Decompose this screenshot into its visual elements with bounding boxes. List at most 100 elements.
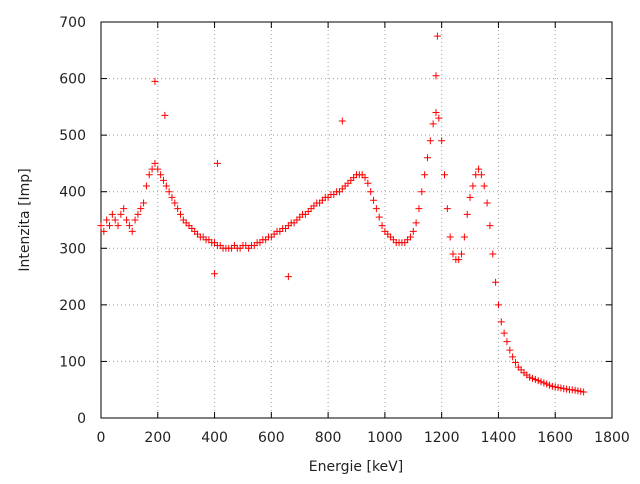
data-point xyxy=(418,188,426,196)
axis-ticks: 0 200 400 600 800 1000 1200 1400 1600 1800 0 100 200… xyxy=(59,15,630,446)
data-point xyxy=(449,250,457,258)
data-point xyxy=(469,182,477,190)
data-point xyxy=(165,188,173,196)
data-point xyxy=(117,210,125,218)
data-point xyxy=(432,72,440,80)
data-point xyxy=(128,227,136,235)
data-point xyxy=(120,205,128,213)
y-tick-label: 100 xyxy=(59,354,86,370)
data-point xyxy=(551,383,559,391)
data-point xyxy=(548,382,556,390)
data-point xyxy=(125,222,133,230)
data-point xyxy=(361,174,369,182)
data-point xyxy=(486,222,494,230)
data-point xyxy=(174,205,182,213)
x-tick-label: 800 xyxy=(315,430,342,446)
data-point xyxy=(142,182,150,190)
data-point xyxy=(415,205,423,213)
data-point xyxy=(446,233,454,241)
data-point xyxy=(426,137,434,145)
y-tick-label: 600 xyxy=(59,72,86,88)
plot-frame xyxy=(100,21,613,419)
grid xyxy=(101,22,612,418)
data-point xyxy=(435,114,443,122)
y-tick-label: 500 xyxy=(59,128,86,144)
data-point xyxy=(103,216,111,224)
data-point xyxy=(372,205,380,213)
data-point xyxy=(503,338,511,346)
data-point xyxy=(151,159,159,167)
data-point xyxy=(123,216,131,224)
data-point xyxy=(577,387,585,395)
data-point xyxy=(475,165,483,173)
data-point xyxy=(364,179,372,187)
data-point xyxy=(477,171,485,179)
data-point xyxy=(168,193,176,201)
data-point xyxy=(494,301,502,309)
data-point xyxy=(367,188,375,196)
data-point xyxy=(443,205,451,213)
data-point xyxy=(131,216,139,224)
data-point xyxy=(284,273,292,281)
data-point xyxy=(108,210,116,218)
data-point xyxy=(543,380,551,388)
data-point xyxy=(213,159,221,167)
data-point xyxy=(211,270,219,278)
data-point xyxy=(531,376,539,384)
data-point xyxy=(154,165,162,173)
y-tick-label: 700 xyxy=(59,15,86,31)
data-point xyxy=(554,383,562,391)
data-point xyxy=(159,176,167,184)
data-point xyxy=(466,193,474,201)
data-point xyxy=(540,379,548,387)
data-point xyxy=(568,386,576,394)
data-point xyxy=(157,171,165,179)
data-point xyxy=(483,199,491,207)
data-point xyxy=(563,385,571,393)
data-point xyxy=(571,386,579,394)
data-point xyxy=(111,216,119,224)
data-point xyxy=(529,374,537,382)
data-point xyxy=(526,373,534,381)
x-tick-label: 1800 xyxy=(594,430,630,446)
data-point xyxy=(429,120,437,128)
data-point xyxy=(560,385,568,393)
x-tick-label: 0 xyxy=(97,430,106,446)
data-point xyxy=(378,222,386,230)
data-point xyxy=(497,318,505,326)
data-point xyxy=(546,381,554,389)
data-point xyxy=(145,171,153,179)
data-point xyxy=(537,378,545,386)
x-axis-label: Energie [keV] xyxy=(309,459,403,475)
data-point xyxy=(421,171,429,179)
data-point xyxy=(492,278,500,286)
data-point xyxy=(409,227,417,235)
y-tick-label: 300 xyxy=(59,241,86,257)
data-point xyxy=(463,210,471,218)
data-point xyxy=(161,111,169,119)
y-tick-label: 200 xyxy=(59,298,86,314)
data-point xyxy=(140,199,148,207)
data-point xyxy=(506,346,514,354)
data-point xyxy=(412,219,420,227)
data-point xyxy=(370,196,378,204)
y-axis-label: Intenzita [Imp] xyxy=(17,168,33,271)
data-point xyxy=(406,233,414,241)
data-point xyxy=(574,387,582,395)
x-tick-label: 200 xyxy=(144,430,171,446)
data-point xyxy=(423,154,431,162)
data-point xyxy=(489,250,497,258)
data-point xyxy=(509,353,517,361)
x-tick-label: 1400 xyxy=(481,430,517,446)
data-point xyxy=(176,210,184,218)
data-point xyxy=(580,388,588,396)
y-tick-label: 400 xyxy=(59,185,86,201)
data-point xyxy=(441,171,449,179)
data-point xyxy=(162,182,170,190)
data-point xyxy=(455,256,463,264)
data-point xyxy=(375,213,383,221)
x-tick-label: 600 xyxy=(258,430,285,446)
data-point xyxy=(114,222,122,230)
data-point xyxy=(171,199,179,207)
